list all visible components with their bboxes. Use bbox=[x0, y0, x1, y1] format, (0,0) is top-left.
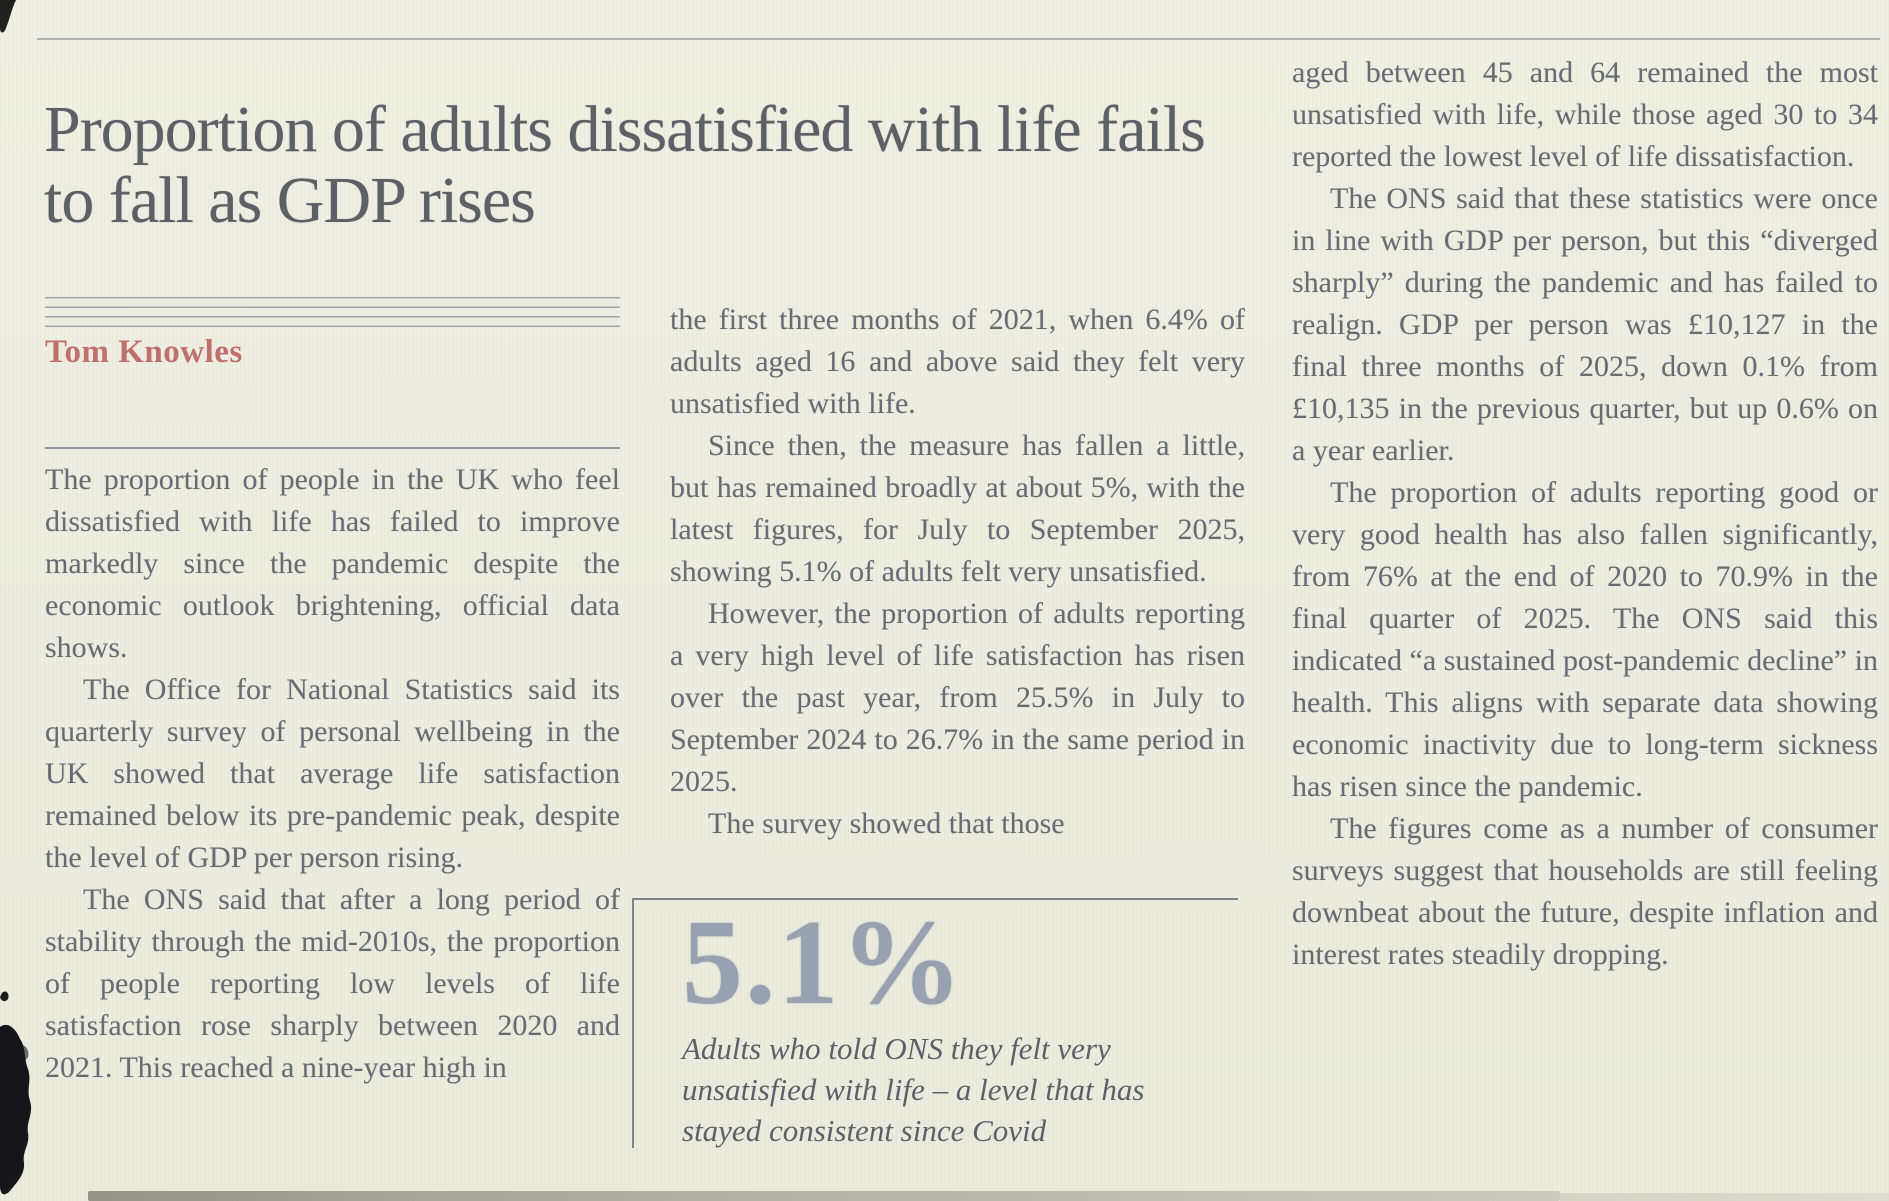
paragraph: However, the proportion of adults report… bbox=[670, 597, 1245, 798]
byline-rule-lines bbox=[45, 297, 620, 328]
paragraph: aged between 45 and 64 remained the most… bbox=[1292, 56, 1878, 173]
paragraph: The figures come as a number of consumer… bbox=[1292, 812, 1878, 971]
statistic-value: 5.1% bbox=[682, 895, 965, 1030]
page-edge-shadow-right bbox=[1560, 1193, 1889, 1201]
paragraph: The proportion of adults reporting good … bbox=[1292, 476, 1878, 803]
paragraph: The survey showed that those bbox=[708, 807, 1065, 840]
paragraph: Since then, the measure has fallen a lit… bbox=[670, 429, 1245, 588]
statistic-caption: Adults who told ONS they felt very unsat… bbox=[682, 1031, 1145, 1148]
paragraph: the first three months of 2021, when 6.4… bbox=[670, 303, 1245, 420]
statistic-callout-box: 5.1% Adults who told ONS they felt very … bbox=[632, 898, 1238, 1148]
article-column-3: aged between 45 and 64 remained the most… bbox=[1292, 52, 1878, 976]
paragraph: The proportion of people in the UK who f… bbox=[45, 463, 620, 664]
byline-author: Tom Knowles bbox=[45, 334, 243, 370]
article-column-2: the first three months of 2021, when 6.4… bbox=[670, 299, 1245, 845]
page-edge-shadow bbox=[88, 1191, 1560, 1201]
paragraph: The ONS said that these statistics were … bbox=[1292, 182, 1878, 467]
article-column-1: The proportion of people in the UK who f… bbox=[45, 447, 620, 1089]
top-rule-divider bbox=[37, 38, 1880, 40]
paragraph: The Office for National Statistics said … bbox=[45, 673, 620, 874]
corner-scan-mark bbox=[0, 0, 16, 33]
paragraph: The ONS said that after a long period of… bbox=[45, 883, 620, 1084]
article-headline: Proportion of adults dissatisfied with l… bbox=[44, 93, 1206, 238]
ink-blob-scan-artifact bbox=[0, 991, 32, 1195]
